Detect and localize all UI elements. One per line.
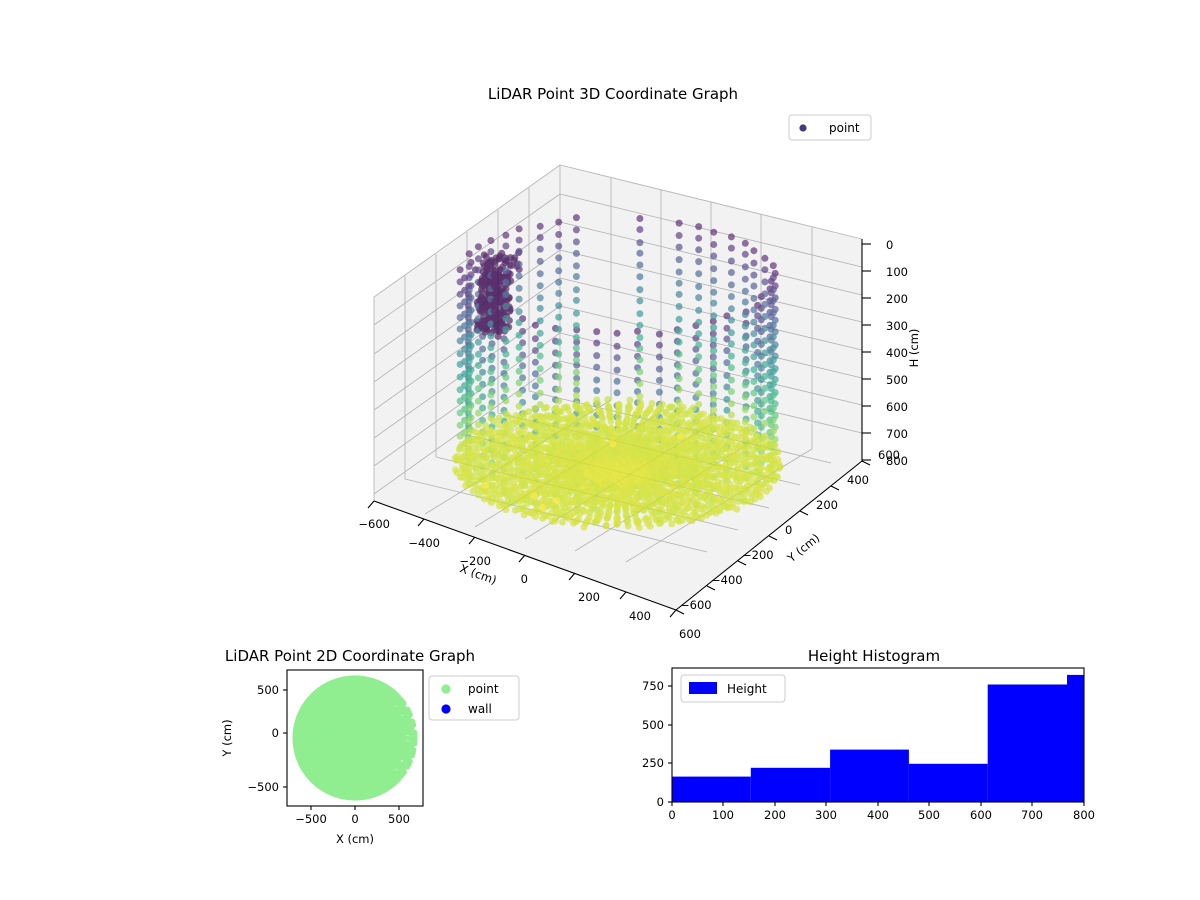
histogram-legend-label-height: Height <box>727 682 767 696</box>
z3d-tick-7: 700 <box>886 427 908 441</box>
y3d-tick-2: 200 <box>816 498 838 512</box>
z3d-tick-4: 400 <box>886 346 908 360</box>
plot3d-legend-marker-point <box>799 124 807 132</box>
axis-x-2d: −500 0 500 X (cm) <box>295 806 410 846</box>
xhist-tick-4: 400 <box>867 808 889 822</box>
point-cloud-3d <box>452 214 784 532</box>
axes-3d[interactable]: LiDAR Point 3D Coordinate Graph <box>358 85 921 641</box>
xhist-tick-2: 200 <box>764 808 786 822</box>
x3d-tick-4: 200 <box>578 590 600 604</box>
axis-y-2d: 500 0 −500 Y (cm) <box>220 683 287 794</box>
plot3d-legend-box <box>788 114 872 141</box>
y2d-tick-0: 500 <box>257 683 279 697</box>
y3d-tick-0: 600 <box>878 448 900 462</box>
x2d-tick-1: 0 <box>351 812 358 826</box>
xhist-tick-7: 700 <box>1021 808 1043 822</box>
axis-z-3d: 0 100 200 300 400 500 600 700 800 H (cm) <box>862 238 921 468</box>
plot3d-title: LiDAR Point 3D Coordinate Graph <box>488 85 738 103</box>
z3d-tick-8: 800 <box>886 454 908 468</box>
x2d-tick-2: 500 <box>388 812 410 826</box>
axes-2d[interactable]: LiDAR Point 2D Coordinate Graph −500 0 5… <box>220 647 520 846</box>
plot2d-legend-marker-wall <box>441 704 451 714</box>
z3d-tick-3: 300 <box>886 319 908 333</box>
plot3d-legend-label-point: point <box>829 121 860 135</box>
plot2d-legend-box <box>428 675 520 721</box>
x2d-tick-0: −500 <box>295 812 327 826</box>
xhist-tick-5: 500 <box>918 808 940 822</box>
x3d-tick-0: −600 <box>358 517 390 531</box>
histogram-bar <box>672 776 751 802</box>
z3d-tick-1: 100 <box>886 265 908 279</box>
y3d-tick-4: −200 <box>742 548 774 562</box>
yhist-tick-0: 0 <box>657 795 664 809</box>
plot2d-title: LiDAR Point 2D Coordinate Graph <box>225 647 475 665</box>
plot2d-legend-label-wall: wall <box>468 702 492 716</box>
z3d-axis-label: H (cm) <box>907 329 921 368</box>
z3d-tick-6: 600 <box>886 400 908 414</box>
y3d-tick-1: 400 <box>847 473 869 487</box>
y2d-tick-2: −500 <box>247 780 279 794</box>
plot2d-legend[interactable]: point wall <box>428 675 520 721</box>
x3d-tick-5: 400 <box>629 609 651 623</box>
histogram-bar <box>830 749 909 802</box>
plot3d-legend[interactable]: point <box>788 114 872 141</box>
x3d-tick-2: −200 <box>459 554 491 568</box>
y2d-axis-label: Y (cm) <box>220 719 234 757</box>
xhist-tick-3: 300 <box>815 808 837 822</box>
plot2d-legend-marker-point <box>441 684 451 694</box>
xhist-tick-6: 600 <box>970 808 992 822</box>
x3d-tick-1: −400 <box>408 536 440 550</box>
histogram-bar <box>750 767 831 802</box>
axes-histogram[interactable]: Height Histogram 0 100 200 <box>642 647 1095 822</box>
histogram-bar <box>1067 674 1084 802</box>
axis-x-histogram: 0 100 200 300 400 500 600 700 800 <box>668 802 1095 822</box>
yhist-tick-1: 250 <box>642 756 664 770</box>
y3d-tick-3: 0 <box>785 523 792 537</box>
histogram-bars <box>672 674 1084 802</box>
z3d-tick-5: 500 <box>886 373 908 387</box>
y2d-tick-1: 0 <box>272 726 279 740</box>
histogram-legend-swatch-height <box>689 682 717 694</box>
z3d-tick-2: 200 <box>886 292 908 306</box>
z3d-tick-0: 0 <box>886 238 893 252</box>
yhist-tick-2: 500 <box>642 718 664 732</box>
histogram-legend[interactable]: Height <box>680 674 786 703</box>
histogram-bar <box>987 684 1067 802</box>
xhist-tick-8: 800 <box>1073 808 1095 822</box>
x2d-axis-label: X (cm) <box>336 832 374 846</box>
histogram-legend-box <box>680 674 786 703</box>
yhist-tick-3: 750 <box>642 679 664 693</box>
plot2d-legend-label-point: point <box>468 682 499 696</box>
y3d-tick-6: −600 <box>680 598 712 612</box>
histogram-bar <box>908 763 988 802</box>
histogram-title: Height Histogram <box>808 647 940 665</box>
xhist-tick-1: 100 <box>712 808 734 822</box>
axis-y-histogram: 0 250 500 750 <box>642 679 672 809</box>
x3d-tick-3: 0 <box>521 572 528 586</box>
y3d-tick-5: −400 <box>711 573 743 587</box>
x3d-tick-6: 600 <box>679 627 701 641</box>
xhist-tick-0: 0 <box>668 808 675 822</box>
point-cloud-2d <box>292 675 418 801</box>
